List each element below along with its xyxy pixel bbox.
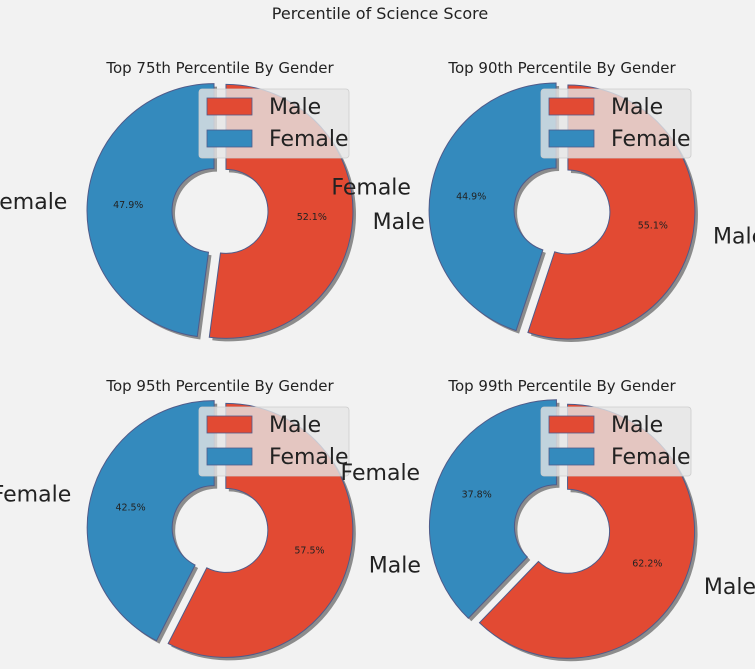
pct-label-male: 52.1% — [297, 212, 327, 223]
pie-panel-1: Top 75th Percentile By Gender 52.1% 47.9% M… — [0, 59, 425, 342]
pct-label-female: 37.8% — [462, 490, 492, 501]
legend-swatch-male — [206, 97, 253, 116]
legend-label-male: Male — [611, 413, 663, 438]
slice-female — [428, 82, 557, 332]
pct-label-female: 44.9% — [456, 191, 486, 202]
pie-panel-3: Top 95th Percentile By Gender 57.5% 42.5% M… — [0, 377, 421, 661]
category-label-male: Male — [369, 554, 421, 579]
legend-swatch-female — [548, 447, 595, 466]
category-label-male: Male — [704, 575, 755, 600]
legend-swatch-female — [548, 129, 595, 148]
pct-label-male: 62.2% — [632, 558, 662, 569]
legend: Male Female — [540, 88, 692, 159]
category-label-female: Female — [341, 461, 421, 486]
pct-label-female: 47.9% — [113, 200, 143, 211]
legend-swatch-female — [206, 447, 253, 466]
legend: Male Female — [198, 88, 350, 159]
legend-label-female: Female — [611, 127, 691, 152]
pct-label-male: 55.1% — [638, 221, 668, 232]
legend-label-male: Male — [269, 95, 321, 120]
pct-label-male: 57.5% — [294, 545, 324, 556]
slice-female — [428, 399, 557, 619]
legend-label-male: Male — [269, 413, 321, 438]
slice-female — [86, 400, 215, 642]
category-label-male: Male — [713, 224, 755, 249]
legend-swatch-male — [206, 415, 253, 434]
legend: Male Female — [198, 406, 350, 477]
panel-title: Top 95th Percentile By Gender — [105, 377, 334, 395]
category-label-female: Female — [0, 190, 67, 215]
panel-title: Top 90th Percentile By Gender — [447, 59, 676, 77]
pie-panel-4: Top 99th Percentile By Gender 62.2% 37.8% M… — [341, 377, 755, 662]
panel-title: Top 75th Percentile By Gender — [105, 59, 334, 77]
pie-panel-2: Top 90th Percentile By Gender 55.1% 44.9% M… — [331, 59, 755, 342]
legend-swatch-male — [548, 97, 595, 116]
slice-female — [86, 83, 215, 338]
figure-title: Percentile of Science Score — [272, 4, 488, 23]
legend-label-female: Female — [269, 127, 349, 152]
legend: Male Female — [540, 406, 692, 477]
panel-title: Top 99th Percentile By Gender — [447, 377, 676, 395]
category-label-female: Female — [331, 176, 411, 201]
legend-label-female: Female — [611, 445, 691, 470]
category-label-male: Male — [373, 210, 425, 235]
legend-label-female: Female — [269, 445, 349, 470]
legend-swatch-female — [206, 129, 253, 148]
legend-swatch-male — [548, 415, 595, 434]
pct-label-female: 42.5% — [115, 503, 145, 514]
legend-label-male: Male — [611, 95, 663, 120]
category-label-female: Female — [0, 482, 71, 507]
